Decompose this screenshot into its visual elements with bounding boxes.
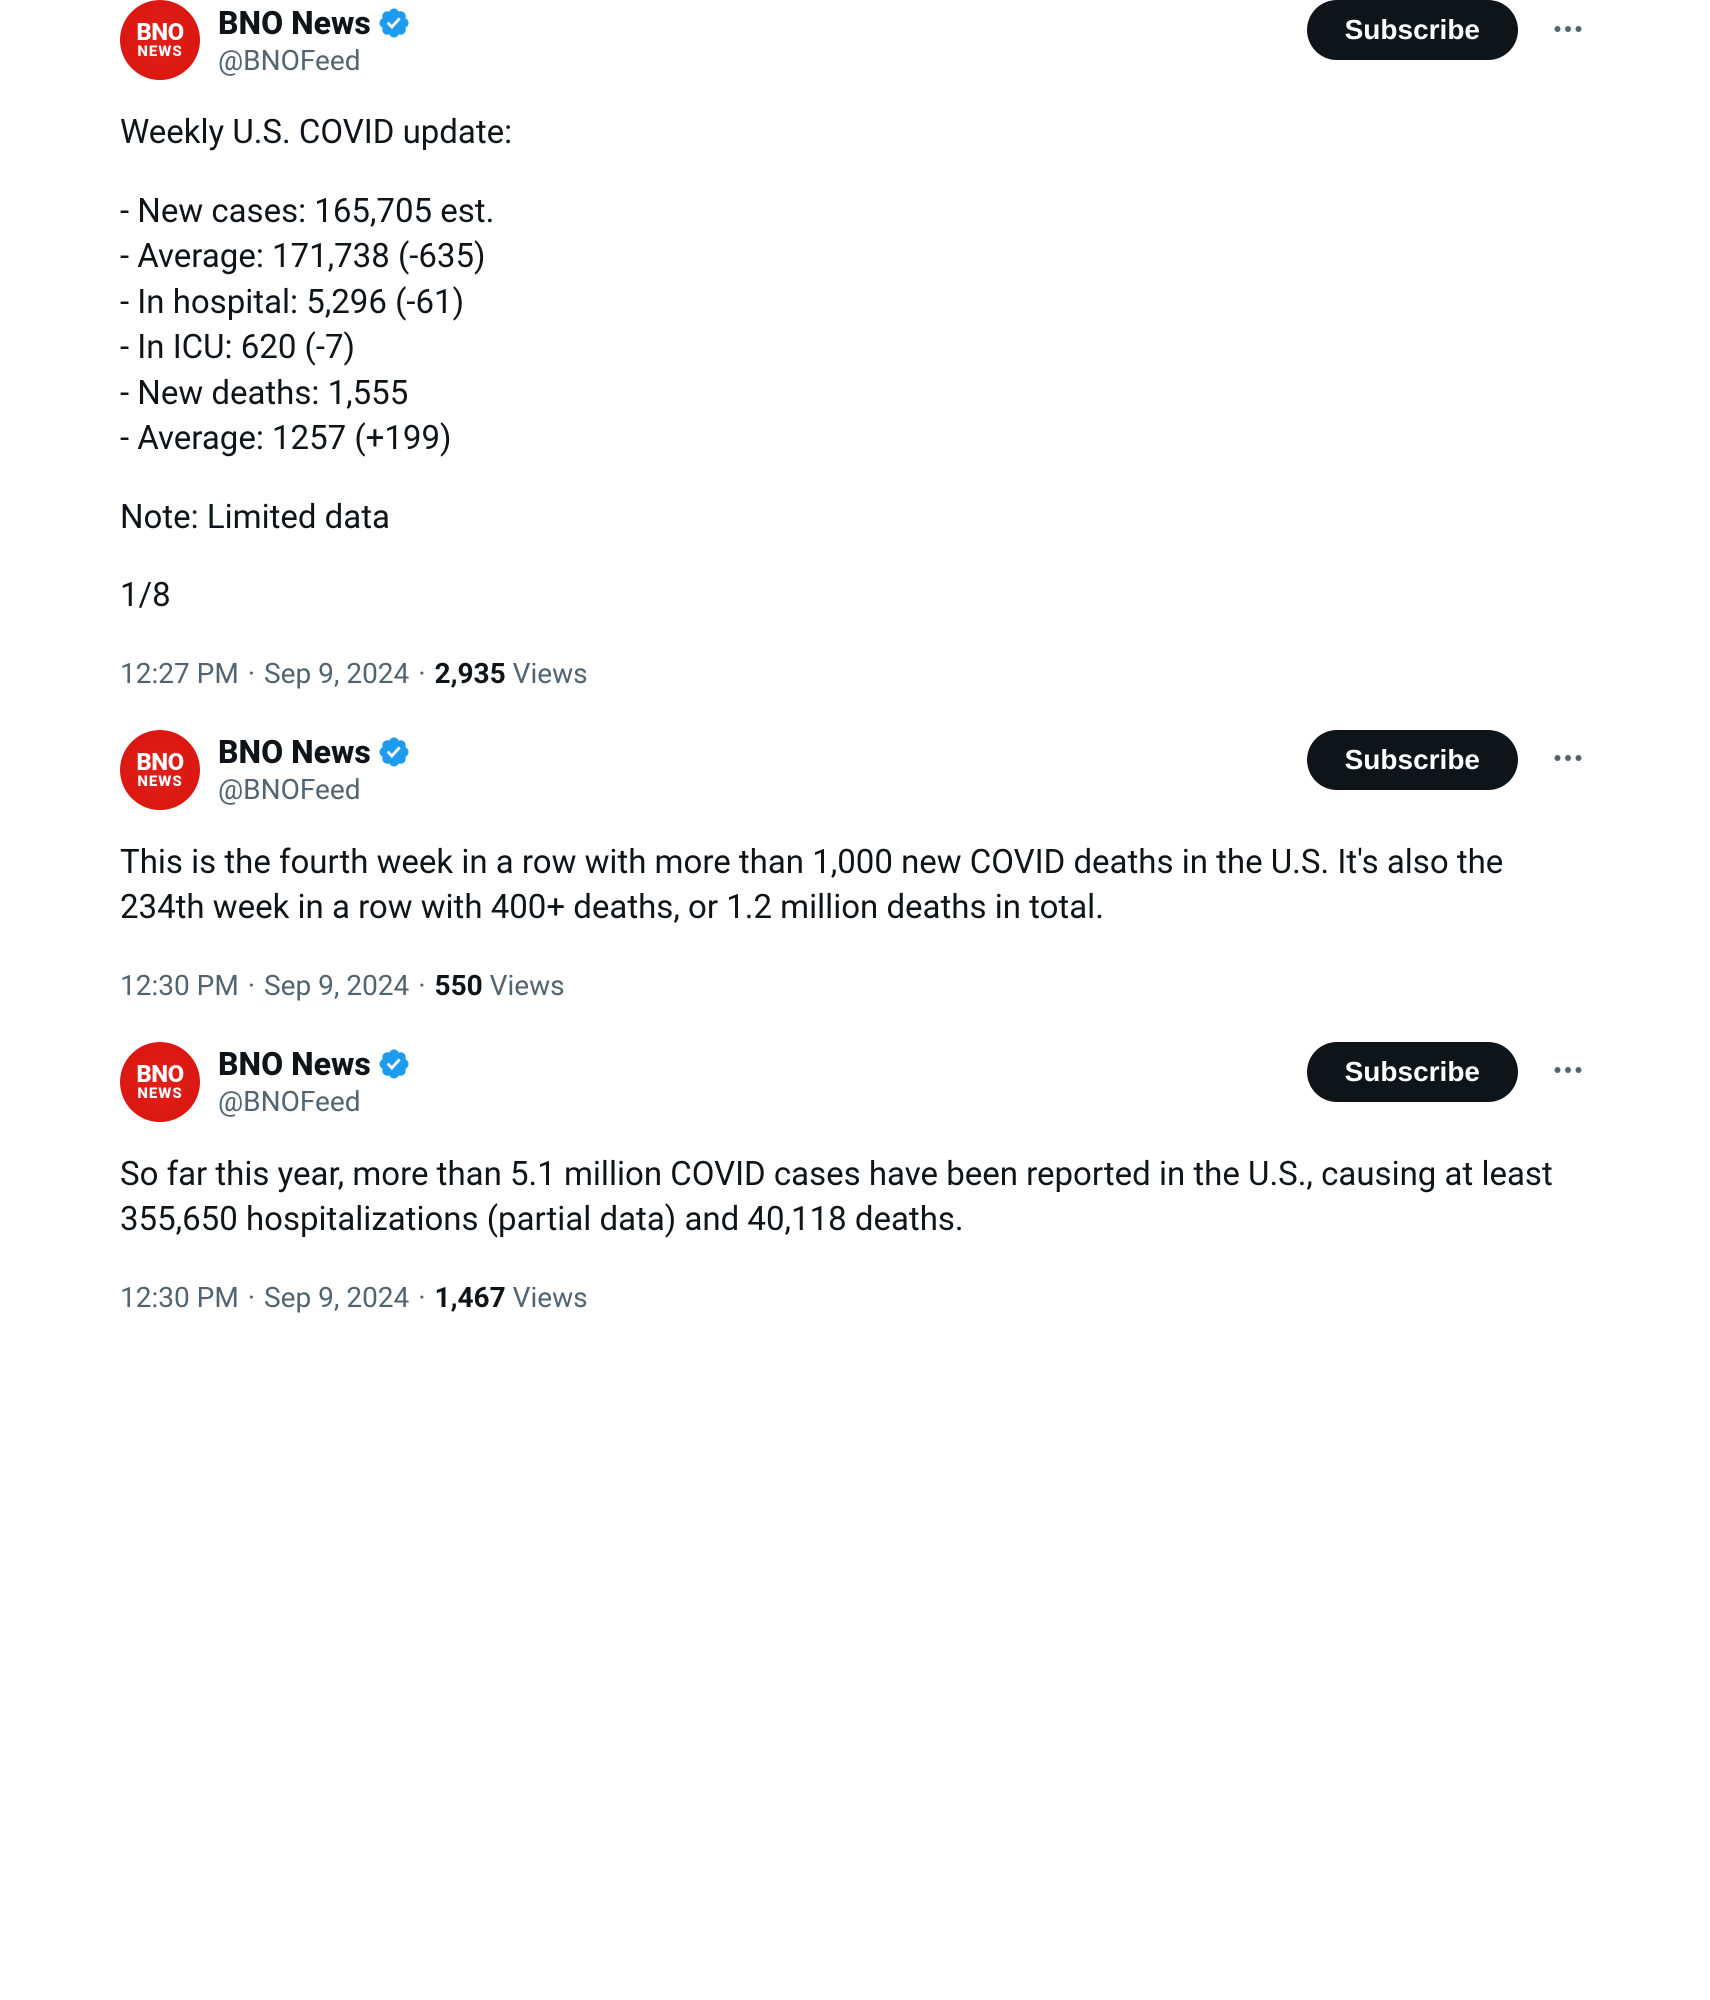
tweet: BNO NEWS BNO News @BNOFeed Subscribe So [120, 1042, 1590, 1354]
avatar-text-line1: BNO [136, 1064, 183, 1084]
tweet-text-line: Note: Limited data [120, 495, 1590, 541]
views-label: Views [490, 969, 565, 1002]
avatar-text-line2: NEWS [137, 1087, 182, 1100]
tweet-text-line: - In hospital: 5,296 (-61) [120, 280, 1590, 326]
tweet-meta: 12:30 PM · Sep 9, 2024 · 550 Views [120, 969, 1590, 1002]
avatar-text-line2: NEWS [137, 45, 182, 58]
tweet-text-line: So far this year, more than 5.1 million … [120, 1152, 1590, 1243]
tweet-text: This is the fourth week in a row with mo… [120, 840, 1590, 931]
tweet-header: BNO NEWS BNO News @BNOFeed Subscribe [120, 0, 1590, 80]
subscribe-button[interactable]: Subscribe [1307, 730, 1518, 790]
tweet-text-line: - In ICU: 620 (-7) [120, 325, 1590, 371]
tweet-meta: 12:27 PM · Sep 9, 2024 · 2,935 Views [120, 657, 1590, 690]
views-label: Views [513, 1281, 588, 1314]
tweet-author-block[interactable]: BNO NEWS BNO News @BNOFeed [120, 730, 411, 810]
tweet-text-line: Weekly U.S. COVID update: [120, 110, 1590, 156]
avatar[interactable]: BNO NEWS [120, 0, 200, 80]
verified-badge-icon [377, 6, 411, 40]
tweet-text-line: - New cases: 165,705 est. [120, 189, 1590, 235]
handle[interactable]: @BNOFeed [218, 1085, 411, 1118]
tweet: BNO NEWS BNO News @BNOFeed Subscribe Th [120, 730, 1590, 1042]
tweet-text-line: - Average: 171,738 (-635) [120, 234, 1590, 280]
tweet-text-line: 1/8 [120, 573, 1590, 619]
avatar-text-line1: BNO [136, 22, 183, 42]
tweet-header-actions: Subscribe [1307, 0, 1590, 60]
avatar-text-line2: NEWS [137, 775, 182, 788]
views-label: Views [513, 657, 588, 690]
tweet-header-actions: Subscribe [1307, 1042, 1590, 1102]
tweet-header-actions: Subscribe [1307, 730, 1590, 790]
tweet-author-block[interactable]: BNO NEWS BNO News @BNOFeed [120, 1042, 411, 1122]
tweet-meta: 12:30 PM · Sep 9, 2024 · 1,467 Views [120, 1281, 1590, 1314]
verified-badge-icon [377, 1047, 411, 1081]
handle[interactable]: @BNOFeed [218, 773, 411, 806]
verified-badge-icon [377, 735, 411, 769]
tweet-feed: BNO NEWS BNO News @BNOFeed Subscribe We [0, 0, 1710, 1394]
views-count: 2,935 [435, 657, 506, 690]
display-name[interactable]: BNO News [218, 733, 371, 771]
subscribe-button[interactable]: Subscribe [1307, 0, 1518, 60]
more-button[interactable] [1546, 1048, 1590, 1095]
tweet-date[interactable]: Sep 9, 2024 [264, 657, 409, 690]
tweet-time[interactable]: 12:27 PM [120, 657, 239, 690]
avatar[interactable]: BNO NEWS [120, 730, 200, 810]
tweet-text-line: This is the fourth week in a row with mo… [120, 840, 1590, 931]
tweet-header: BNO NEWS BNO News @BNOFeed Subscribe [120, 1042, 1590, 1122]
tweet-header: BNO NEWS BNO News @BNOFeed Subscribe [120, 730, 1590, 810]
tweet-text-line [120, 540, 1590, 573]
author-names: BNO News @BNOFeed [218, 4, 411, 77]
avatar[interactable]: BNO NEWS [120, 1042, 200, 1122]
tweet-text-line [120, 462, 1590, 495]
tweet-time[interactable]: 12:30 PM [120, 969, 239, 1002]
display-name[interactable]: BNO News [218, 1045, 371, 1083]
more-button[interactable] [1546, 7, 1590, 54]
tweet-text-line: - Average: 1257 (+199) [120, 416, 1590, 462]
views-count: 550 [435, 969, 483, 1002]
handle[interactable]: @BNOFeed [218, 44, 411, 77]
tweet-text: Weekly U.S. COVID update: - New cases: 16… [120, 110, 1590, 619]
more-button[interactable] [1546, 736, 1590, 783]
more-icon [1550, 1052, 1586, 1091]
display-name[interactable]: BNO News [218, 4, 371, 42]
subscribe-button[interactable]: Subscribe [1307, 1042, 1518, 1102]
more-icon [1550, 11, 1586, 50]
tweet-date[interactable]: Sep 9, 2024 [264, 969, 409, 1002]
tweet-author-block[interactable]: BNO NEWS BNO News @BNOFeed [120, 0, 411, 80]
tweet-date[interactable]: Sep 9, 2024 [264, 1281, 409, 1314]
author-names: BNO News @BNOFeed [218, 733, 411, 806]
tweet-text-line [120, 156, 1590, 189]
tweet-text: So far this year, more than 5.1 million … [120, 1152, 1590, 1243]
tweet-time[interactable]: 12:30 PM [120, 1281, 239, 1314]
avatar-text-line1: BNO [136, 752, 183, 772]
views-count: 1,467 [435, 1281, 506, 1314]
tweet-text-line: - New deaths: 1,555 [120, 371, 1590, 417]
tweet: BNO NEWS BNO News @BNOFeed Subscribe We [120, 0, 1590, 730]
author-names: BNO News @BNOFeed [218, 1045, 411, 1118]
more-icon [1550, 740, 1586, 779]
